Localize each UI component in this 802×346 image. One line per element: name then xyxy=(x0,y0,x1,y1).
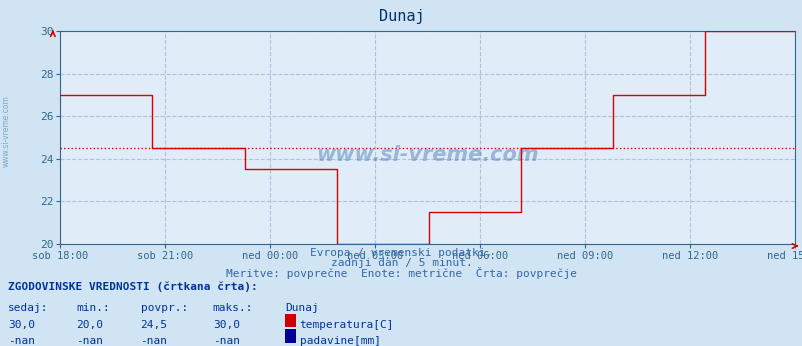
Text: temperatura[C]: temperatura[C] xyxy=(299,320,394,330)
Text: -nan: -nan xyxy=(76,336,103,346)
Text: 20,0: 20,0 xyxy=(76,320,103,330)
Text: padavine[mm]: padavine[mm] xyxy=(299,336,380,346)
Text: www.si-vreme.com: www.si-vreme.com xyxy=(316,145,538,165)
Text: maks.:: maks.: xyxy=(213,303,253,313)
Text: ZGODOVINSKE VREDNOSTI (črtkana črta):: ZGODOVINSKE VREDNOSTI (črtkana črta): xyxy=(8,282,257,292)
Text: Dunaj: Dunaj xyxy=(285,303,318,313)
Text: -nan: -nan xyxy=(8,336,35,346)
Text: Dunaj: Dunaj xyxy=(379,9,423,24)
Text: Evropa / vremenski podatki,: Evropa / vremenski podatki, xyxy=(310,248,492,258)
Text: povpr.:: povpr.: xyxy=(140,303,188,313)
Text: sedaj:: sedaj: xyxy=(8,303,48,313)
Text: min.:: min.: xyxy=(76,303,110,313)
Text: -nan: -nan xyxy=(140,336,168,346)
Text: www.si-vreme.com: www.si-vreme.com xyxy=(2,95,11,167)
Text: 30,0: 30,0 xyxy=(213,320,240,330)
Text: 24,5: 24,5 xyxy=(140,320,168,330)
Text: 30,0: 30,0 xyxy=(8,320,35,330)
Text: -nan: -nan xyxy=(213,336,240,346)
Text: Meritve: povprečne  Enote: metrične  Črta: povprečje: Meritve: povprečne Enote: metrične Črta:… xyxy=(225,267,577,279)
Text: zadnji dan / 5 minut.: zadnji dan / 5 minut. xyxy=(330,258,472,268)
